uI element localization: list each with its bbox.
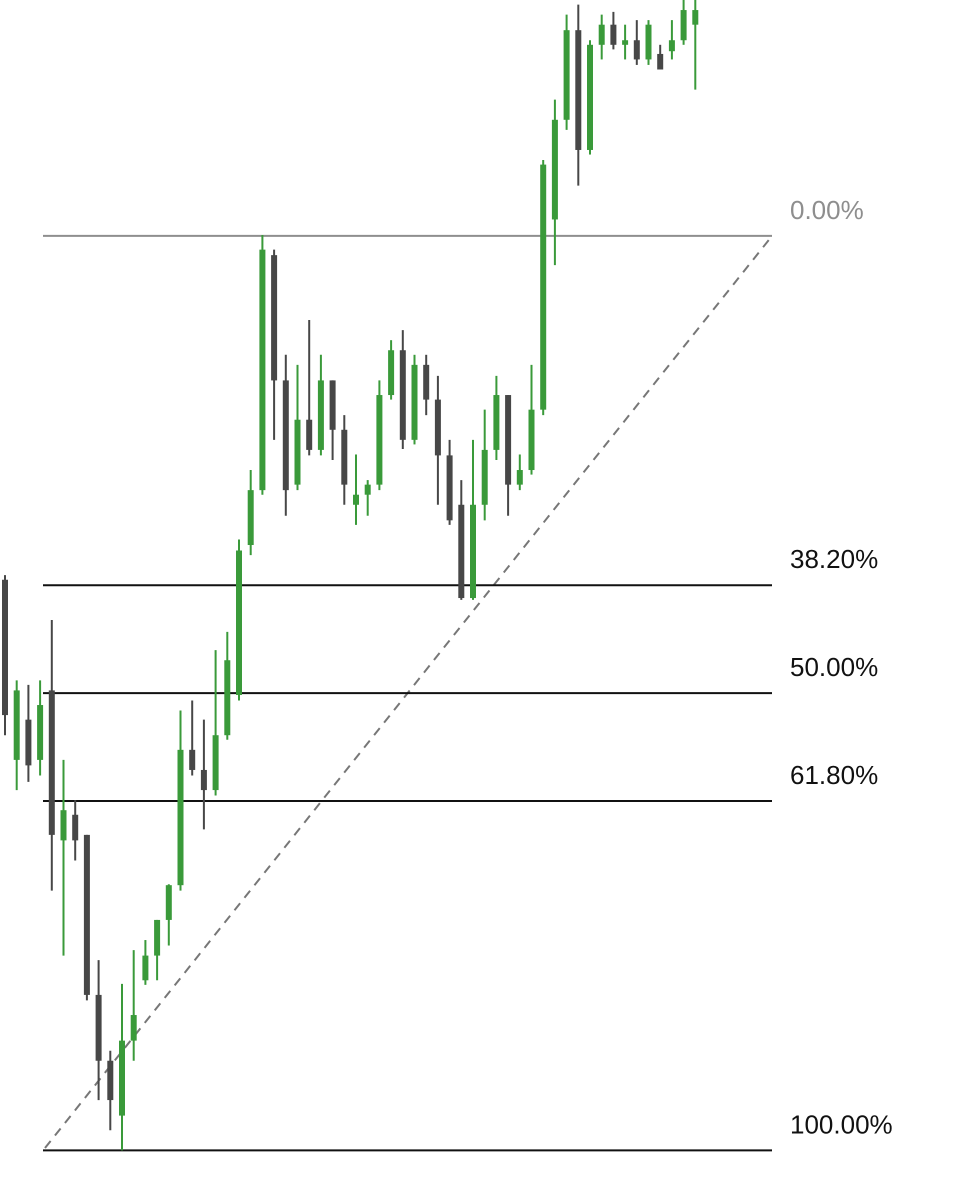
candle-body (575, 30, 582, 150)
candle-body (376, 395, 383, 485)
candle-body (540, 164, 547, 410)
candle-body (411, 364, 418, 440)
candle-body (434, 399, 441, 456)
candle-body (60, 810, 67, 841)
candle-body (83, 834, 90, 995)
candle-body (692, 10, 699, 25)
candle-body (329, 380, 336, 430)
candle-body (95, 994, 102, 1061)
fib-level-label: 61.80% (790, 760, 878, 790)
candle-body (48, 690, 55, 835)
candle-body (2, 579, 8, 716)
candle-body (528, 409, 535, 471)
candle-body (341, 429, 348, 485)
candle-body (130, 1015, 137, 1041)
candle-body (317, 380, 324, 450)
candle-body (271, 255, 278, 381)
candle-body (645, 24, 652, 60)
candle-body (107, 1060, 114, 1101)
candle-body (657, 53, 664, 70)
fib-level-label: 50.00% (790, 652, 878, 682)
candle-body (177, 749, 184, 886)
candle-body (236, 550, 242, 695)
candle-body (353, 494, 359, 505)
candle-body (622, 40, 629, 45)
fib-level-label: 100.00% (790, 1109, 893, 1139)
candle-body (399, 350, 406, 440)
candle-body (587, 44, 593, 150)
candle-body (306, 419, 313, 450)
candle-body (458, 504, 465, 599)
candle-body (598, 24, 605, 45)
trend-line (44, 235, 773, 1149)
candle-body (563, 30, 570, 120)
candle-body (282, 380, 289, 491)
candle-body (633, 40, 640, 60)
candle-body (165, 885, 172, 920)
candle-body (25, 719, 32, 766)
candle-body (224, 660, 231, 736)
candle-body (516, 470, 523, 485)
candle-body (446, 455, 453, 521)
candle-body (680, 10, 687, 41)
candle-body (13, 690, 20, 760)
candle-body (212, 735, 219, 791)
candle-body (37, 705, 44, 760)
candle-body (189, 749, 196, 770)
fib-level-label: 38.20% (790, 544, 878, 574)
candle-body (610, 24, 617, 45)
candle-body (388, 350, 395, 396)
candle-body (364, 484, 371, 495)
candle-body (154, 919, 161, 956)
fib-level-label: 0.00% (790, 195, 864, 225)
candle-body (423, 364, 430, 400)
candle-body (481, 449, 488, 505)
candle-body (247, 490, 254, 546)
candle-body (72, 814, 79, 841)
candle-body (493, 395, 500, 450)
candle-body (505, 395, 512, 485)
candle-body (200, 769, 207, 791)
candle-body (294, 419, 301, 485)
candle-body (142, 955, 149, 981)
candle-body (119, 1040, 125, 1116)
candle-body (668, 40, 675, 52)
candle-body (551, 119, 558, 220)
candle-body (470, 504, 476, 599)
candle-body (259, 249, 266, 491)
